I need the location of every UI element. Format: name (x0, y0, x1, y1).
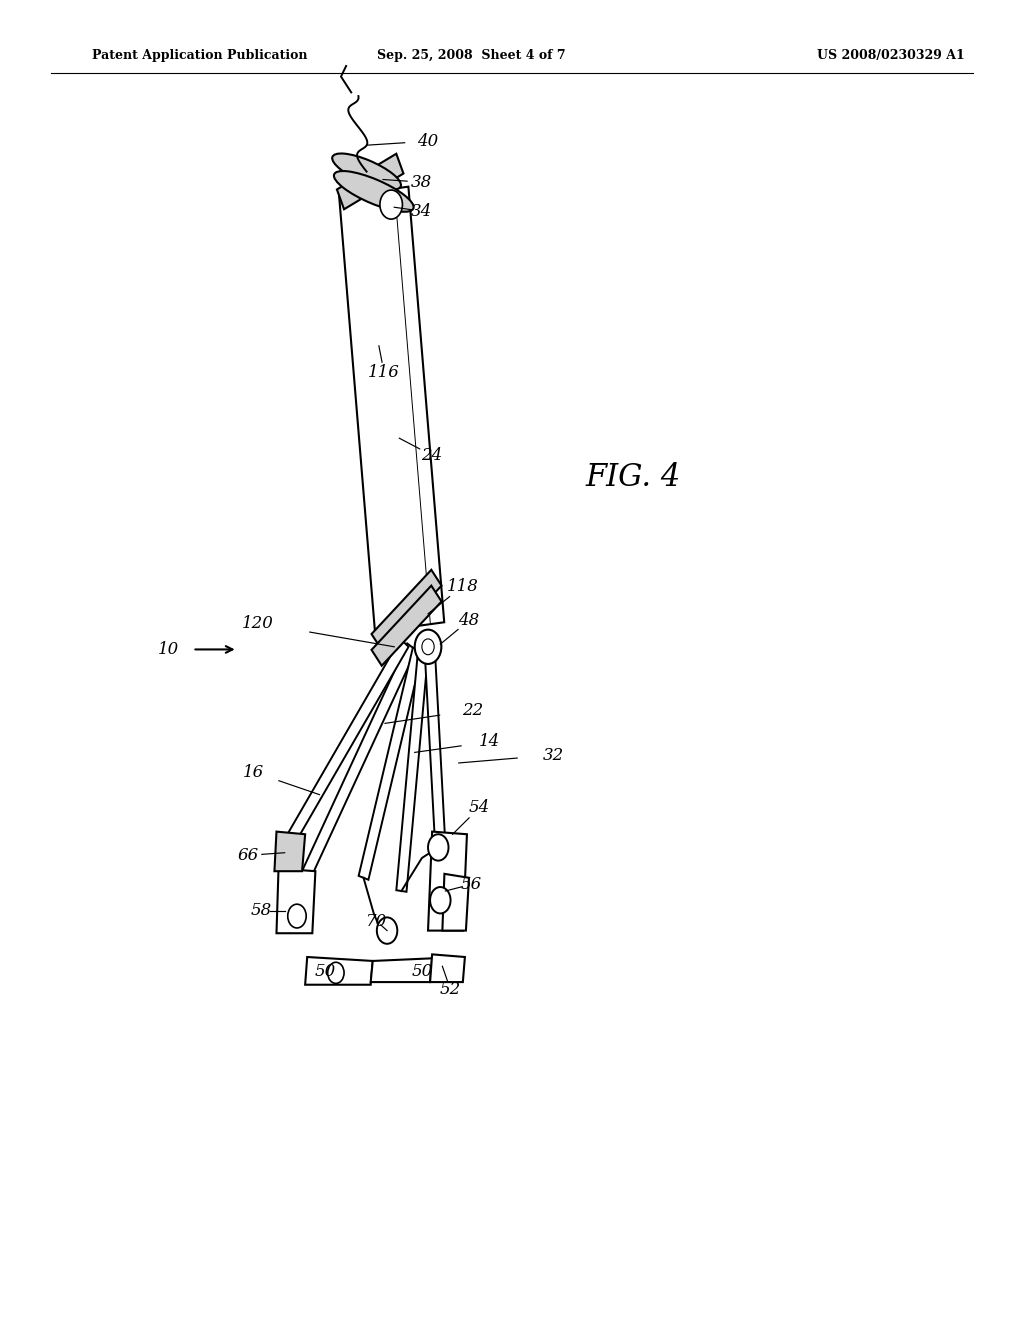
Circle shape (428, 834, 449, 861)
Text: 38: 38 (412, 174, 432, 190)
Polygon shape (425, 656, 447, 884)
Circle shape (415, 630, 441, 664)
Text: 14: 14 (479, 734, 500, 750)
Polygon shape (305, 957, 373, 985)
Text: 50: 50 (412, 964, 432, 979)
Polygon shape (396, 652, 428, 892)
Text: 10: 10 (159, 642, 179, 657)
Polygon shape (278, 639, 409, 859)
Circle shape (328, 962, 344, 983)
Ellipse shape (334, 172, 414, 211)
Text: US 2008/0230329 A1: US 2008/0230329 A1 (817, 49, 965, 62)
Text: 24: 24 (422, 447, 442, 463)
Text: 52: 52 (440, 982, 461, 998)
Circle shape (377, 917, 397, 944)
Polygon shape (274, 832, 305, 871)
Text: 58: 58 (251, 903, 271, 919)
Text: 118: 118 (446, 578, 479, 594)
Polygon shape (371, 958, 432, 982)
Text: 22: 22 (463, 702, 483, 718)
Polygon shape (372, 586, 441, 665)
Polygon shape (276, 869, 315, 933)
Circle shape (422, 639, 434, 655)
Text: 66: 66 (238, 847, 258, 863)
Text: FIG. 4: FIG. 4 (585, 462, 681, 494)
Text: Patent Application Publication: Patent Application Publication (92, 49, 307, 62)
Polygon shape (372, 570, 441, 649)
Text: 34: 34 (412, 203, 432, 219)
Polygon shape (337, 153, 403, 210)
Circle shape (380, 190, 402, 219)
Polygon shape (428, 832, 467, 931)
Text: 120: 120 (242, 615, 274, 631)
Text: 50: 50 (315, 964, 336, 979)
Polygon shape (339, 186, 444, 632)
Text: 16: 16 (244, 764, 264, 780)
Circle shape (288, 904, 306, 928)
Polygon shape (442, 874, 469, 931)
Polygon shape (293, 643, 416, 899)
Text: 116: 116 (368, 364, 400, 380)
Text: 32: 32 (543, 747, 563, 763)
Circle shape (430, 887, 451, 913)
Text: 54: 54 (469, 800, 489, 816)
Text: 70: 70 (367, 913, 387, 929)
Polygon shape (358, 648, 423, 879)
Text: 40: 40 (418, 133, 438, 149)
Text: 48: 48 (459, 612, 479, 628)
Ellipse shape (332, 153, 401, 190)
Text: 56: 56 (461, 876, 481, 892)
Text: Sep. 25, 2008  Sheet 4 of 7: Sep. 25, 2008 Sheet 4 of 7 (377, 49, 565, 62)
Polygon shape (430, 954, 465, 982)
